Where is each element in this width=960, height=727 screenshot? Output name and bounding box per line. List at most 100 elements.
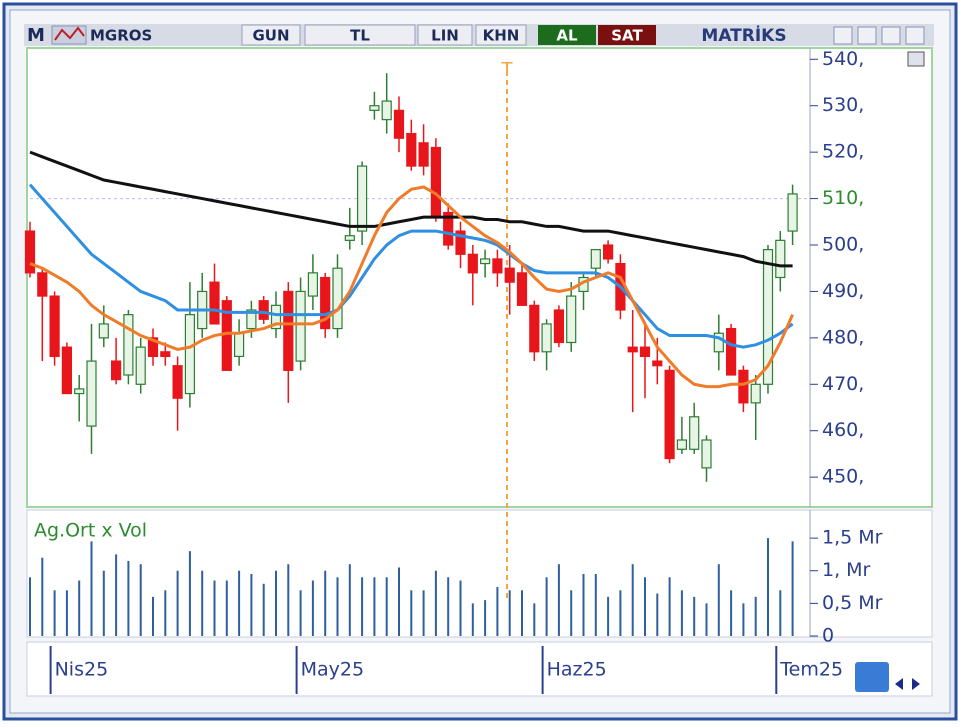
y-tick-label: 0,5 Mr <box>822 592 883 614</box>
symbol[interactable]: MGROS <box>90 27 152 45</box>
chart-icon[interactable] <box>51 25 87 45</box>
candle-body <box>627 346 638 353</box>
moving-average <box>28 183 794 349</box>
volume-bar <box>336 577 339 636</box>
volume-bar <box>730 590 733 636</box>
volume-bar <box>594 574 597 636</box>
brand: MATRİKS <box>701 24 786 46</box>
volume-bar <box>53 590 56 636</box>
volume-bar <box>521 590 523 636</box>
candle-body <box>467 253 478 274</box>
candle-body <box>209 281 220 325</box>
x-tick-label: Tem25 <box>779 659 843 681</box>
y-tick-label: 500, <box>822 234 864 256</box>
volume-bar <box>385 577 388 636</box>
buy-button[interactable]: AL <box>556 27 578 45</box>
scroll-buttons[interactable] <box>895 678 920 690</box>
volume-bar <box>398 567 400 636</box>
toolbar-button-bg[interactable] <box>417 24 473 46</box>
candle-body <box>393 109 405 139</box>
toolbar-button[interactable]: TL <box>350 27 370 45</box>
sell-button-bg[interactable] <box>598 25 656 45</box>
candle-body <box>516 272 528 306</box>
candle-body <box>738 369 749 404</box>
volume-bar <box>693 596 696 636</box>
candle-body <box>480 258 491 265</box>
candle-body <box>258 300 269 320</box>
close-button[interactable] <box>905 26 925 45</box>
refresh-button[interactable] <box>855 662 889 692</box>
volume-bar <box>41 557 44 636</box>
y-tick-label: 490, <box>822 280 864 302</box>
volume-bar <box>127 560 130 636</box>
x-tick-label: May25 <box>301 659 364 681</box>
candle-body <box>639 346 651 358</box>
y-tick-label: 1, Mr <box>822 559 871 581</box>
toolbar-button-bg[interactable] <box>475 24 527 46</box>
candle-body <box>406 132 417 167</box>
volume-bar <box>201 570 204 636</box>
y-tick-label: 530, <box>822 94 864 116</box>
toolbar-buttons: GUN TL LIN KHN <box>241 24 527 46</box>
volume-bar <box>508 590 511 636</box>
menu-button[interactable]: M <box>27 25 45 46</box>
volume-bar <box>176 570 179 636</box>
candle-body <box>701 439 712 469</box>
volume-bar <box>447 577 450 636</box>
candle-body <box>652 360 663 367</box>
volume-bar <box>496 587 499 636</box>
y-tick-label: 0 <box>822 625 834 647</box>
y-tick-label: 480, <box>822 326 864 348</box>
candle-body <box>725 327 737 376</box>
volume-bar <box>311 580 314 636</box>
volume-bar <box>582 574 585 636</box>
volume-bar <box>164 590 167 636</box>
toolbar-button-bg[interactable] <box>241 24 301 46</box>
volume-bar <box>754 596 757 636</box>
panel-button[interactable] <box>907 51 925 67</box>
plot: 540, 530, 520, 510, 500, 490, 480, 470, 460, 450,… <box>24 48 883 694</box>
volume-bar <box>152 596 154 636</box>
toolbar-button[interactable]: GUN <box>252 27 289 45</box>
volume-bar <box>717 564 720 636</box>
candle-body <box>357 165 368 232</box>
volume-bar <box>607 596 610 636</box>
toolbar-button-bg[interactable] <box>304 24 416 46</box>
volume-bar <box>65 590 68 636</box>
candle-body <box>320 276 331 330</box>
y-tick-label: 470, <box>822 373 864 395</box>
maximize-button[interactable] <box>881 26 901 45</box>
toolbar-button[interactable]: LIN <box>431 27 459 45</box>
sell-button[interactable]: SAT <box>611 27 643 45</box>
price-panel <box>26 47 933 508</box>
volume-bar <box>102 570 105 636</box>
volume-bar <box>78 580 81 636</box>
volume-bar <box>742 603 745 636</box>
volume-bar <box>545 577 548 636</box>
candle-body <box>135 346 146 385</box>
volume-bar <box>299 590 302 636</box>
cursor-label: T <box>501 59 514 80</box>
volume-bar <box>705 603 708 636</box>
candle-body <box>418 142 429 167</box>
volume-bar <box>225 580 228 636</box>
minimize-button[interactable] <box>857 26 877 45</box>
buy-button-bg[interactable] <box>538 25 596 45</box>
volume-bar <box>668 577 671 636</box>
y-tick-label: 520, <box>822 141 864 163</box>
volume-bar <box>115 554 118 636</box>
moving-average <box>29 185 794 389</box>
volume-panel <box>26 509 933 638</box>
volume-bar <box>361 577 364 636</box>
toolbar-button[interactable]: KHN <box>483 27 520 45</box>
dropdown-button[interactable] <box>833 26 853 45</box>
volume-bar <box>188 551 191 636</box>
volume-bar <box>631 564 634 636</box>
candle-body <box>295 290 306 362</box>
candle-body <box>775 239 786 279</box>
candle-body <box>430 146 441 218</box>
chart-icon-line <box>54 26 85 41</box>
candle-body <box>160 351 171 358</box>
volume-bar <box>410 590 413 636</box>
volume-title: Ag.Ort x Vol <box>34 520 147 542</box>
